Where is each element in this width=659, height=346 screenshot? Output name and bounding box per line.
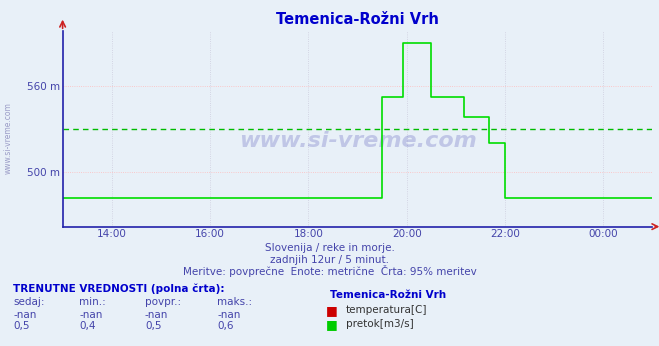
Text: povpr.:: povpr.: <box>145 297 181 307</box>
Text: zadnjih 12ur / 5 minut.: zadnjih 12ur / 5 minut. <box>270 255 389 265</box>
Text: 0,5: 0,5 <box>145 321 161 331</box>
Text: temperatura[C]: temperatura[C] <box>346 305 428 315</box>
Text: -nan: -nan <box>13 310 36 320</box>
Title: Temenica-Rožni Vrh: Temenica-Rožni Vrh <box>276 12 439 27</box>
Text: Slovenija / reke in morje.: Slovenija / reke in morje. <box>264 243 395 253</box>
Text: 0,5: 0,5 <box>13 321 30 331</box>
Text: TRENUTNE VREDNOSTI (polna črta):: TRENUTNE VREDNOSTI (polna črta): <box>13 284 225 294</box>
Text: www.si-vreme.com: www.si-vreme.com <box>3 102 13 174</box>
Text: Temenica-Rožni Vrh: Temenica-Rožni Vrh <box>330 290 445 300</box>
Text: www.si-vreme.com: www.si-vreme.com <box>239 130 476 151</box>
Text: min.:: min.: <box>79 297 106 307</box>
Text: -nan: -nan <box>217 310 241 320</box>
Text: 0,4: 0,4 <box>79 321 96 331</box>
Text: ■: ■ <box>326 304 338 317</box>
Text: -nan: -nan <box>145 310 168 320</box>
Text: -nan: -nan <box>79 310 102 320</box>
Text: sedaj:: sedaj: <box>13 297 45 307</box>
Text: 0,6: 0,6 <box>217 321 234 331</box>
Text: Meritve: povprečne  Enote: metrične  Črta: 95% meritev: Meritve: povprečne Enote: metrične Črta:… <box>183 265 476 277</box>
Text: ■: ■ <box>326 318 338 331</box>
Text: maks.:: maks.: <box>217 297 252 307</box>
Text: pretok[m3/s]: pretok[m3/s] <box>346 319 414 329</box>
